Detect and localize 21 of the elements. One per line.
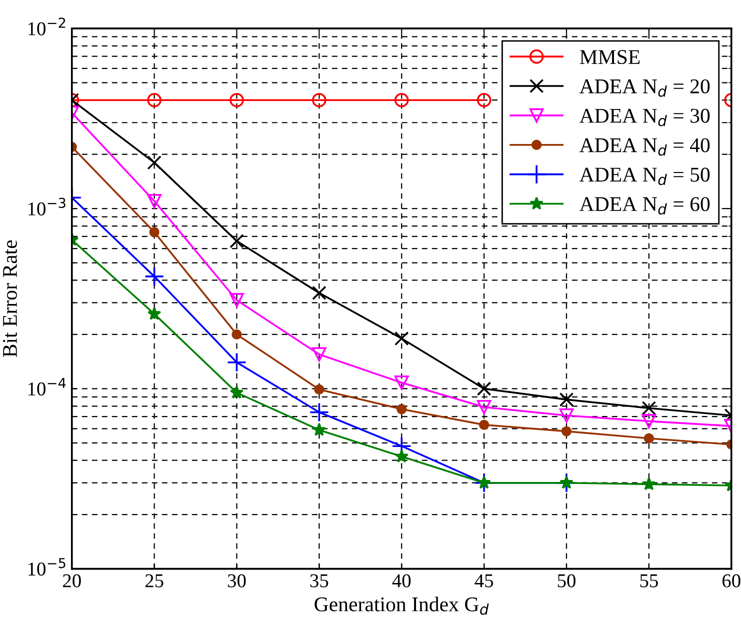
y-tick-label: 10$^{−4}$ xyxy=(28,378,66,396)
legend-label: ADEA N$_{d}$ = 40 xyxy=(579,138,710,156)
y-tick-label: 10$^{−2}$ xyxy=(28,18,66,36)
x-tick-label: 35 xyxy=(310,574,328,588)
x-tick-label: 40 xyxy=(392,574,411,588)
legend-label: ADEA N$_{d}$ = 60 xyxy=(579,197,710,215)
x-tick-label: 45 xyxy=(474,574,494,588)
x-axis-title: Generation Index G$_{d}$ xyxy=(314,596,489,615)
y-tick-label: 10$^{−3}$ xyxy=(28,198,66,216)
x-tick-label: 50 xyxy=(558,574,576,588)
x-tick-label: 30 xyxy=(228,574,246,588)
x-tick-label: 55 xyxy=(640,574,658,588)
y-axis-title: Bit Error Rate xyxy=(2,240,17,358)
x-tick-label: 25 xyxy=(145,574,164,588)
x-tick-label: 60 xyxy=(722,574,740,588)
legend-label: MMSE xyxy=(580,50,640,64)
legend-label: ADEA N$_{d}$ = 30 xyxy=(579,108,710,126)
legend-label: ADEA N$_{d}$ = 20 xyxy=(579,79,710,97)
legend-label: ADEA N$_{d}$ = 50 xyxy=(579,168,710,186)
y-tick-label: 10$^{−5}$ xyxy=(28,558,66,576)
x-tick-label: 20 xyxy=(63,574,81,588)
